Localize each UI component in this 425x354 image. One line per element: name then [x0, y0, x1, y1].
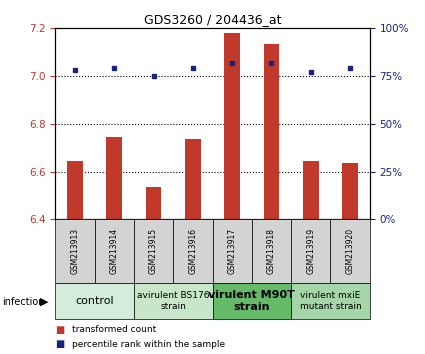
Bar	[224, 33, 240, 219]
Text: ■: ■	[55, 325, 65, 335]
Bar	[67, 161, 83, 219]
Text: virulent M90T
strain: virulent M90T strain	[208, 290, 295, 312]
Text: GSM213916: GSM213916	[188, 228, 197, 274]
Bar	[134, 219, 173, 283]
Text: GSM213914: GSM213914	[110, 228, 119, 274]
Text: ■: ■	[55, 339, 65, 349]
Bar	[185, 139, 201, 219]
Text: avirulent BS176
strain: avirulent BS176 strain	[137, 291, 210, 310]
Bar	[342, 163, 358, 219]
Text: virulent mxiE
mutant strain: virulent mxiE mutant strain	[300, 291, 361, 310]
Bar	[106, 137, 122, 219]
Text: transformed count: transformed count	[72, 325, 156, 335]
Text: GSM213917: GSM213917	[228, 228, 237, 274]
Bar	[291, 219, 331, 283]
Bar	[331, 219, 370, 283]
Bar	[55, 283, 134, 319]
Bar	[303, 161, 319, 219]
Bar	[94, 219, 134, 283]
Text: GSM213915: GSM213915	[149, 228, 158, 274]
Bar	[212, 283, 291, 319]
Text: percentile rank within the sample: percentile rank within the sample	[72, 339, 225, 349]
Text: GSM213913: GSM213913	[71, 228, 79, 274]
Bar	[264, 44, 279, 219]
Bar	[291, 283, 370, 319]
Bar	[146, 187, 162, 219]
Title: GDS3260 / 204436_at: GDS3260 / 204436_at	[144, 13, 281, 26]
Bar	[173, 219, 212, 283]
Bar	[134, 283, 212, 319]
Text: infection: infection	[2, 297, 45, 307]
Bar	[55, 219, 94, 283]
Bar	[212, 219, 252, 283]
Text: GSM213920: GSM213920	[346, 228, 354, 274]
Text: ▶: ▶	[40, 297, 49, 307]
Bar	[252, 219, 291, 283]
Text: GSM213919: GSM213919	[306, 228, 315, 274]
Text: control: control	[75, 296, 114, 306]
Text: GSM213918: GSM213918	[267, 228, 276, 274]
